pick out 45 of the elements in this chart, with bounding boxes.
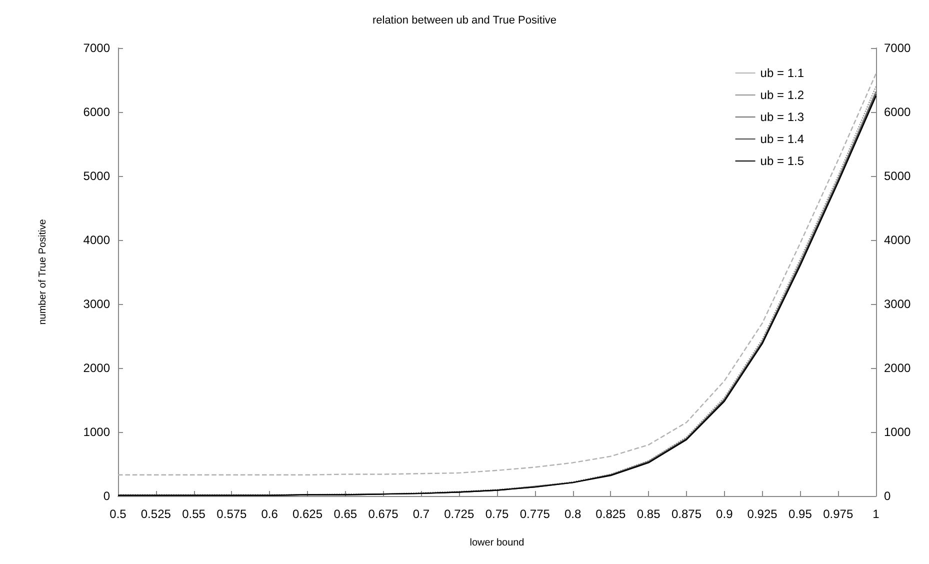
legend-label: ub = 1.1 (760, 66, 804, 80)
x-tick-label: 1 (872, 507, 880, 521)
x-tick-label: 0.8 (564, 507, 582, 521)
x-tick-label: 0.875 (671, 507, 702, 521)
x-tick-label: 0.725 (444, 507, 474, 521)
legend-label: ub = 1.5 (760, 154, 804, 168)
y-tick-label: 2000 (83, 361, 110, 375)
legend-label: ub = 1.4 (760, 132, 804, 146)
y-tick-label: 6000 (83, 105, 110, 119)
chart-title: relation between ub and True Positive (372, 14, 557, 26)
y2-tick-label: 3000 (884, 297, 912, 311)
x-tick-label: 0.925 (747, 507, 778, 521)
x-tick-label: 0.575 (216, 507, 248, 521)
legend-label: ub = 1.2 (760, 88, 804, 102)
x-tick-label: 0.975 (823, 507, 854, 521)
x-tick-label: 0.6 (261, 507, 278, 521)
x-tick-label: 0.85 (636, 507, 661, 521)
x-tick-label: 0.775 (520, 507, 550, 521)
x-tick-label: 0.75 (485, 507, 509, 521)
x-tick-label: 0.9 (716, 507, 734, 521)
x-tick-label: 0.55 (182, 507, 206, 521)
x-tick-label: 0.625 (292, 507, 323, 521)
y-tick-label: 3000 (83, 297, 110, 311)
x-tick-label: 0.825 (596, 507, 626, 521)
x-tick-label: 0.65 (334, 507, 358, 521)
x-axis-title: lower bound (470, 538, 524, 548)
y2-tick-label: 4000 (884, 233, 912, 247)
x-tick-label: 0.675 (368, 507, 399, 521)
y2-tick-label: 0 (884, 489, 891, 503)
y2-tick-label: 7000 (884, 41, 912, 55)
y2-tick-label: 6000 (884, 105, 912, 119)
y-tick-label: 5000 (83, 169, 110, 183)
x-tick-label: 0.525 (140, 507, 172, 521)
x-tick-label: 0.5 (110, 507, 127, 521)
legend-label: ub = 1.3 (760, 110, 804, 124)
y-axis-title: number of True Positive (38, 218, 48, 325)
y2-tick-label: 5000 (884, 169, 912, 183)
y-tick-label: 7000 (83, 41, 110, 55)
y-tick-label: 0 (103, 489, 110, 503)
x-tick-label: 0.95 (788, 507, 812, 521)
y2-tick-label: 2000 (884, 361, 912, 375)
x-tick-label: 0.7 (412, 507, 430, 521)
y2-tick-label: 1000 (884, 425, 912, 439)
y-tick-label: 4000 (83, 233, 110, 247)
y-tick-label: 1000 (83, 425, 110, 439)
